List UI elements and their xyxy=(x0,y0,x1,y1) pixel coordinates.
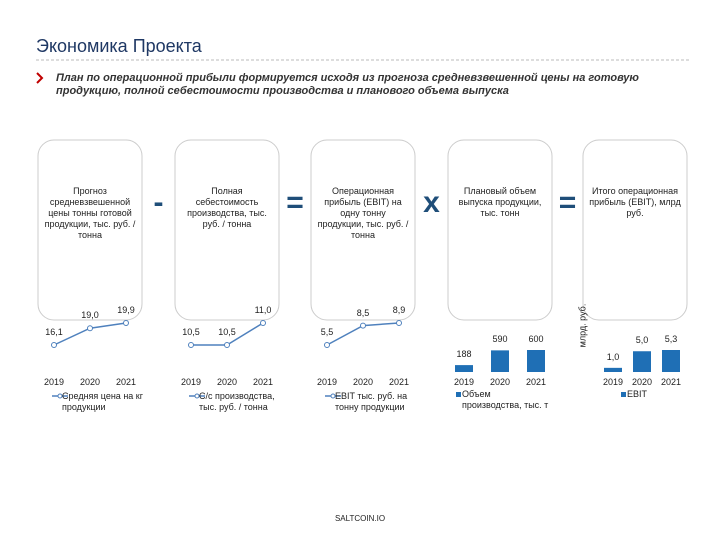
legend-swatch xyxy=(621,392,626,397)
bar xyxy=(455,365,473,372)
value-label: 1,0 xyxy=(606,351,620,362)
marker xyxy=(396,320,402,326)
x-tick-label: 2020 xyxy=(352,377,374,387)
legend-label: С/с производства, тыс. руб. / тонна xyxy=(199,391,275,412)
card xyxy=(174,139,280,321)
x-tick-label: 2019 xyxy=(43,377,65,387)
value-label: 19,0 xyxy=(81,310,99,321)
marker xyxy=(188,342,194,348)
value-label: 16,1 xyxy=(45,327,63,337)
legend-label: Объем производства, тыс. т xyxy=(462,389,549,410)
title: Экономика Проекта xyxy=(36,36,202,56)
x-tick-label: 2020 xyxy=(631,377,653,387)
operator: = xyxy=(558,186,577,219)
legend-marker xyxy=(57,393,63,399)
legend-label: EBIT тыс. руб. на тонну продукции xyxy=(335,391,408,412)
value-label: 5,5 xyxy=(320,327,334,337)
x-tick-label: 2019 xyxy=(180,377,202,387)
operator: x xyxy=(423,186,440,219)
operator: = xyxy=(286,186,304,219)
legend-label: Средняя цена на кг продукции xyxy=(62,391,144,412)
marker xyxy=(260,320,266,326)
card-text: Плановый объем выпуска продукции, тыс. т… xyxy=(458,186,542,218)
bar xyxy=(604,367,622,372)
legend-marker xyxy=(194,393,200,399)
bar xyxy=(527,350,545,372)
card-text: Прогноз средневзвешенной цены тонны гото… xyxy=(44,186,136,240)
x-tick-label: 2020 xyxy=(79,377,101,387)
card xyxy=(37,139,143,321)
x-tick-label: 2021 xyxy=(525,377,547,387)
card-text: Полная себестоимость производства, тыс. … xyxy=(187,186,267,229)
marker xyxy=(360,322,366,329)
card-text: Итого операционная прибыль (EBIT), млрд … xyxy=(589,186,681,218)
footer: SALTCOIN.IO xyxy=(334,514,386,523)
value-label: 5,3 xyxy=(664,334,678,344)
value-label: 10,5 xyxy=(218,327,236,337)
legend-label: EBIT xyxy=(627,389,648,399)
marker xyxy=(123,320,129,326)
value-label: 11,0 xyxy=(254,305,272,315)
operator: - xyxy=(153,186,164,219)
subtitle: План по операционной прибыли формируется… xyxy=(56,72,639,97)
x-tick-label: 2021 xyxy=(252,377,274,387)
marker xyxy=(87,325,93,332)
x-tick-label: 2019 xyxy=(316,377,338,387)
card xyxy=(310,139,416,321)
value-label: 590 xyxy=(492,334,508,345)
x-tick-label: 2020 xyxy=(216,377,238,387)
card xyxy=(447,139,553,321)
value-label: 600 xyxy=(528,334,544,344)
value-label: 5,0 xyxy=(635,335,649,346)
x-tick-label: 2020 xyxy=(489,377,511,387)
x-tick-label: 2021 xyxy=(115,377,137,387)
x-tick-label: 2021 xyxy=(388,377,410,387)
card xyxy=(582,139,688,321)
bullet xyxy=(36,72,44,84)
x-tick-label: 2021 xyxy=(660,377,682,387)
value-label: 10,5 xyxy=(182,327,200,337)
marker xyxy=(224,342,230,348)
bar xyxy=(633,351,651,372)
bar xyxy=(491,350,509,372)
x-tick-label: 2019 xyxy=(453,377,475,387)
value-label: 19,9 xyxy=(117,305,135,315)
legend-marker xyxy=(330,393,336,399)
card-text: Операционная прибыль (EBIT) на одну тонн… xyxy=(317,186,409,240)
bar xyxy=(662,350,680,372)
value-label: 8,5 xyxy=(356,307,370,318)
marker xyxy=(324,342,330,348)
y-axis-label: млрд. руб. xyxy=(577,303,588,348)
value-label: 8,9 xyxy=(392,305,406,315)
legend-swatch xyxy=(456,392,461,397)
value-label: 188 xyxy=(456,349,472,360)
x-tick-label: 2019 xyxy=(602,377,624,387)
marker xyxy=(51,342,57,348)
